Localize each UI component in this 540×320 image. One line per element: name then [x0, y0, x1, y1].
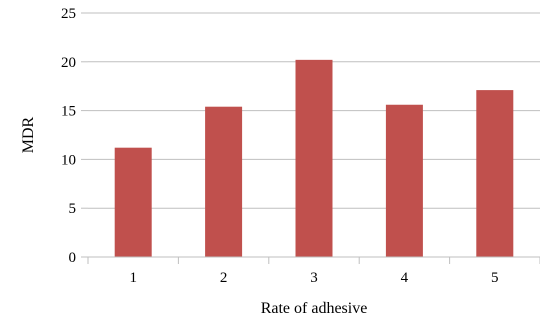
x-tick-labels: 1 2 3 4 5 [129, 270, 498, 286]
y-tick-label: 15 [61, 104, 76, 120]
x-tick-label: 3 [310, 270, 318, 286]
x-tick-label: 2 [220, 270, 228, 286]
bar-5 [476, 90, 514, 257]
y-tick-label: 20 [61, 55, 76, 71]
x-tick-label: 4 [401, 270, 409, 286]
y-tick-label: 25 [61, 6, 76, 22]
x-tick-label: 5 [491, 270, 499, 286]
bar-3 [295, 59, 333, 258]
y-tick-labels: 0 5 10 15 20 25 [61, 6, 76, 266]
y-tick-label: 10 [61, 152, 76, 168]
bar-1 [114, 147, 152, 257]
x-axis-title: Rate of adhesive [261, 300, 368, 317]
bars [114, 59, 514, 258]
bar-2 [205, 106, 243, 257]
x-tick-label: 1 [129, 270, 137, 286]
y-axis-title: MDR [20, 116, 37, 153]
y-tick-label: 0 [69, 250, 77, 266]
y-tick-label: 5 [69, 201, 77, 217]
bar-4 [385, 104, 423, 257]
